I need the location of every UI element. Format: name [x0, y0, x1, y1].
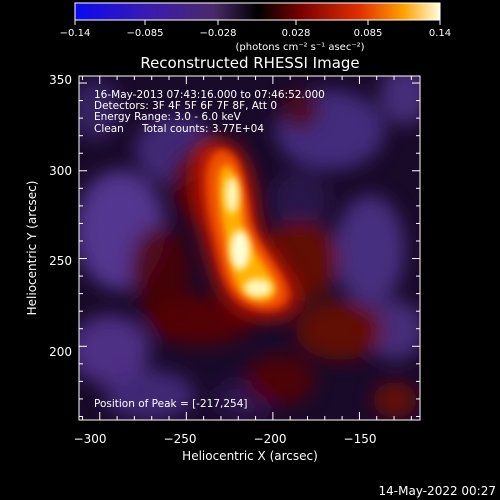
colorbar-tick-label: 0.028 [282, 28, 311, 39]
colorbar-unit-label: (photons cm⁻² s⁻¹ asec⁻²) [235, 42, 364, 53]
annotation-peak: Position of Peak = [-217,254] [94, 398, 248, 410]
colorbar-tick-label: 0.085 [354, 28, 383, 39]
colorbar: −0.14 −0.085 −0.028 0.028 0.085 0.14 (ph… [60, 2, 451, 53]
x-tick-label: −250 [164, 432, 197, 446]
axis-ticks [79, 76, 420, 420]
colorbar-ticks [74, 20, 441, 25]
colorbar-tick-label: −0.028 [199, 28, 236, 39]
x-tick-label: −200 [254, 432, 287, 446]
x-tick-label: −300 [74, 432, 107, 446]
annotation-time-range: 16-May-2013 07:43:16.000 to 07:46:52.000 [94, 89, 325, 101]
y-axis-label: Heliocentric Y (arcsec) [25, 181, 39, 316]
image-annotations: 16-May-2013 07:43:16.000 to 07:46:52.000… [94, 89, 325, 410]
y-tick-label: 200 [49, 345, 72, 359]
y-tick-label: 250 [49, 254, 72, 268]
colorbar-tick-label: 0.14 [429, 28, 451, 39]
colorbar-tick-label: −0.14 [60, 28, 91, 39]
x-axis-label: Heliocentric X (arcsec) [182, 449, 318, 463]
annotation-counts: Total counts: 3.77E+04 [141, 123, 264, 135]
x-tick-label: −150 [344, 432, 377, 446]
y-tick-label: 300 [49, 164, 72, 178]
annotation-method: Clean [94, 123, 124, 135]
image-title: Reconstructed RHESSI Image [140, 54, 359, 72]
colorbar-tick-label: −0.085 [126, 28, 163, 39]
footer-date: 14-May-2022 00:27 [379, 484, 496, 498]
plot-frame [78, 75, 421, 421]
colorbar-gradient [74, 2, 441, 21]
annotation-energy: Energy Range: 3.0 - 6.0 keV [94, 111, 242, 123]
y-tick-label: 350 [49, 73, 72, 87]
heatmap-image [79, 76, 420, 420]
annotation-detectors: Detectors: 3F 4F 5F 6F 7F 8F, Att 0 [94, 100, 277, 112]
